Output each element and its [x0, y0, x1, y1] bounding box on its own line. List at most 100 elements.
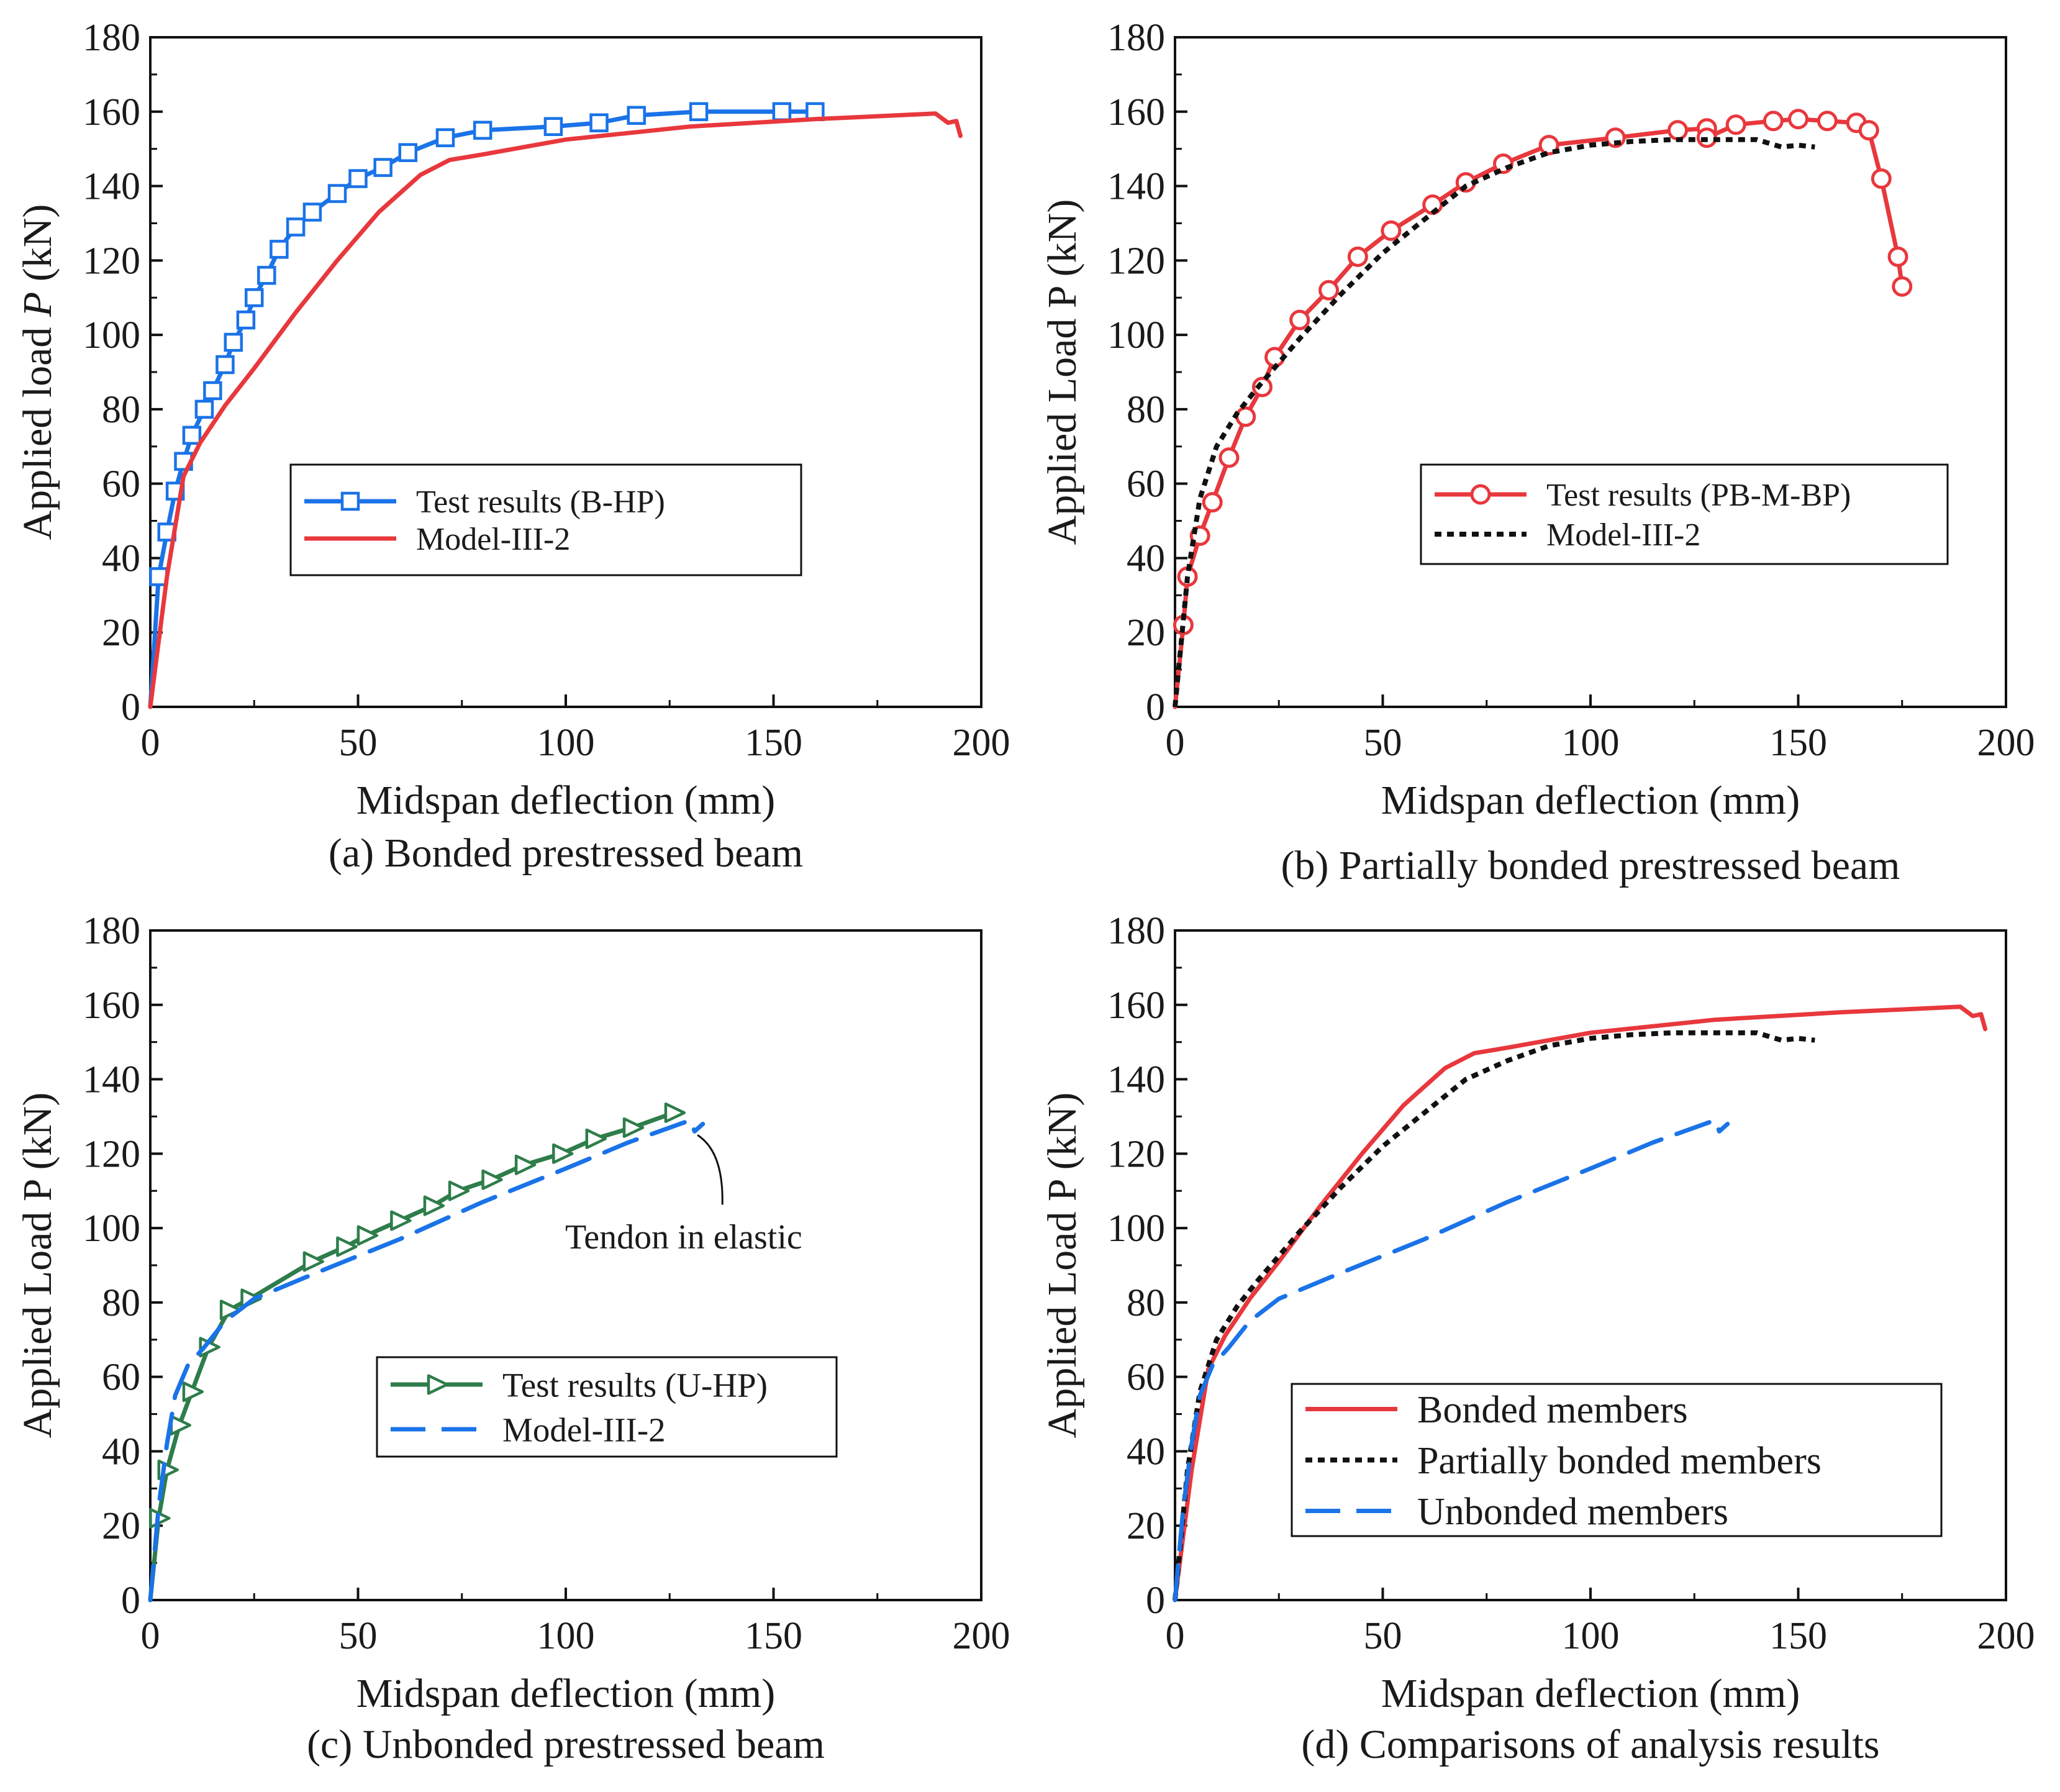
data-point-square	[589, 113, 609, 132]
series-line	[148, 109, 817, 709]
data-point-circle	[1381, 220, 1402, 241]
data-point-circle	[1347, 246, 1368, 267]
data-point-triangle	[552, 1143, 574, 1164]
x-axis-title: Midspan deflection (mm)	[356, 778, 776, 823]
x-tick-label: 150	[745, 1615, 802, 1657]
data-point-square	[327, 184, 347, 203]
chart-panel-d: 0 50 100 150 200 0 20 40 60 80 100 120 140 160 180 Mids…	[1040, 910, 2035, 1767]
data-point-square	[270, 240, 289, 259]
series-line	[148, 1117, 706, 1603]
data-point-square	[302, 202, 322, 222]
data-point-triangle	[336, 1236, 358, 1257]
data-point-square	[194, 399, 214, 419]
data-point-triangle	[448, 1180, 470, 1201]
data-point-square	[373, 158, 392, 177]
y-axis-title-part: Applied Load P (kN)	[1040, 199, 1085, 545]
y-axis-title: Applied Load P (kN)	[15, 1093, 60, 1439]
y-tick-label: 120	[83, 1133, 140, 1175]
y-tick-label: 80	[102, 389, 140, 431]
y-tick-label: 60	[1127, 1357, 1165, 1399]
data-point-triangle	[481, 1169, 503, 1190]
data-point-square	[236, 310, 256, 330]
data-point-circle	[1788, 109, 1808, 130]
y-tick-label: 180	[83, 17, 140, 59]
series-0	[148, 1102, 686, 1603]
data-point-square	[182, 425, 202, 445]
x-tick-label: 100	[537, 1615, 595, 1657]
x-tick-label: 200	[953, 1615, 1010, 1657]
y-tick-label: 40	[102, 537, 140, 580]
data-point-square	[348, 169, 368, 188]
y-tick-label: 0	[1146, 1580, 1165, 1622]
panel-caption: (c) Unbonded prestressed beam	[307, 1722, 825, 1767]
legend-box	[1291, 1383, 1943, 1537]
x-tick-label: 50	[339, 1615, 378, 1657]
series-1	[1173, 1030, 1815, 1601]
x-tick-label: 100	[1562, 1615, 1620, 1657]
annotation-text: Tendon in elastic	[565, 1218, 802, 1257]
data-point-square	[772, 102, 792, 122]
panel-caption: (d) Comparisons of analysis results	[1301, 1722, 1879, 1767]
x-tick-label: 50	[339, 722, 378, 764]
x-tick-label: 0	[1166, 722, 1185, 764]
legend-label: Bonded members	[1417, 1389, 1688, 1431]
x-tick-label: 200	[1977, 1615, 2035, 1657]
data-point-triangle	[356, 1225, 379, 1246]
y-tick-label: 20	[1127, 612, 1165, 654]
data-point-square	[257, 266, 276, 285]
y-tick-label: 160	[83, 91, 140, 134]
y-tick-label: 40	[1127, 537, 1165, 580]
x-tick-label: 150	[1769, 722, 1827, 764]
y-tick-label: 20	[102, 1505, 140, 1547]
data-point-circle	[1763, 111, 1784, 132]
annotation-arrow	[697, 1134, 724, 1205]
y-tick-label: 0	[121, 1580, 140, 1622]
data-point-circle	[1817, 111, 1838, 132]
series-line	[1173, 1030, 1815, 1601]
legend-box	[1420, 463, 1949, 565]
series-1	[148, 111, 963, 709]
data-point-square	[543, 117, 563, 136]
x-tick-label: 200	[953, 722, 1010, 764]
legend-box	[289, 463, 802, 576]
y-tick-label: 120	[1107, 240, 1165, 282]
y-tick-label: 120	[1107, 1133, 1165, 1175]
x-axis-title: Midspan deflection (mm)	[1381, 1671, 1800, 1716]
data-point-circle	[1218, 447, 1240, 468]
panel-caption: (b) Partially bonded prestressed beam	[1281, 843, 1900, 888]
y-tick-label: 20	[1127, 1505, 1165, 1547]
chart-panel-c: 0 50 100 150 200 0 20 40 60 80 100 120 140 160 180 Mids…	[15, 910, 1010, 1767]
y-tick-label: 60	[1127, 463, 1165, 506]
y-axis-title-part: Applied Load P (kN)	[15, 1093, 60, 1439]
data-point-triangle	[423, 1195, 445, 1216]
y-tick-label: 100	[1107, 314, 1165, 357]
y-tick-label: 100	[83, 314, 140, 357]
y-tick-label: 140	[83, 1059, 140, 1101]
y-tick-label: 160	[1107, 985, 1165, 1027]
x-axis-title: Midspan deflection (mm)	[356, 1671, 776, 1716]
data-point-square	[203, 381, 222, 401]
series-line	[1173, 117, 1905, 709]
x-tick-label: 0	[141, 722, 160, 764]
data-point-triangle	[390, 1210, 412, 1231]
legend: Test results (B-HP)Model-III-2	[289, 463, 802, 576]
x-tick-label: 150	[1769, 1615, 1827, 1657]
x-tick-label: 100	[537, 722, 595, 764]
data-point-triangle	[664, 1102, 686, 1124]
data-point-circle	[1892, 276, 1913, 297]
legend-label: Test results (PB-M-BP)	[1546, 478, 1851, 513]
y-tick-label: 0	[121, 686, 140, 729]
legend-label: Model-III-2	[416, 522, 570, 557]
data-point-circle	[1251, 376, 1273, 398]
legend-label: Model-III-2	[502, 1411, 666, 1449]
y-tick-label: 80	[1127, 389, 1165, 431]
x-tick-label: 0	[1166, 1615, 1185, 1657]
y-tick-label: 160	[83, 985, 140, 1027]
series-line	[1173, 1117, 1730, 1603]
y-tick-label: 80	[1127, 1282, 1165, 1324]
x-tick-label: 150	[745, 722, 802, 764]
legend-label: Model-III-2	[1546, 517, 1700, 553]
y-axis-title-part: Applied Load P (kN)	[1040, 1093, 1085, 1439]
data-point-triangle	[182, 1381, 204, 1403]
